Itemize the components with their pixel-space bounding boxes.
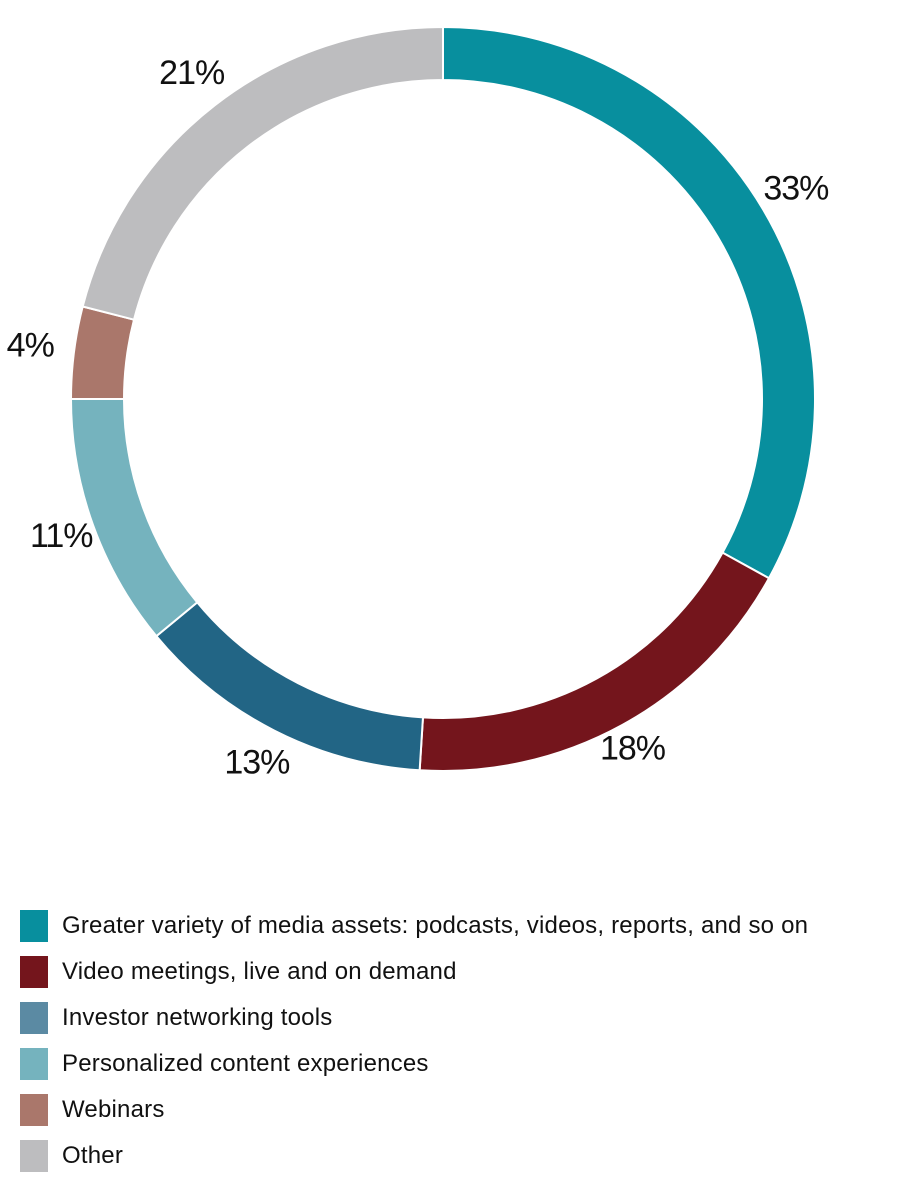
slice-value-label: 33% bbox=[763, 169, 829, 207]
legend-label: Greater variety of media assets: podcast… bbox=[62, 912, 809, 939]
legend-swatch bbox=[20, 956, 48, 988]
donut-value-labels: 33% 18% 13% 11% 4% 21% bbox=[7, 54, 831, 781]
slice-value-label: 18% bbox=[600, 729, 666, 767]
donut-slice bbox=[69, 305, 136, 400]
legend-swatch bbox=[20, 910, 48, 942]
donut-slice bbox=[81, 25, 444, 321]
chart-legend: Greater variety of media assets: podcast… bbox=[20, 903, 890, 1179]
donut-slice bbox=[418, 551, 771, 772]
slice-value-label: 21% bbox=[159, 54, 225, 92]
legend-item: Video meetings, live and on demand bbox=[20, 949, 890, 995]
legend-swatch bbox=[20, 1094, 48, 1126]
legend-label: Webinars bbox=[62, 1096, 165, 1123]
donut-slices bbox=[69, 25, 816, 772]
legend-swatch bbox=[20, 1048, 48, 1080]
donut-slice bbox=[442, 25, 816, 580]
legend-item: Greater variety of media assets: podcast… bbox=[20, 903, 890, 949]
legend-label: Video meetings, live and on demand bbox=[62, 958, 457, 985]
legend-swatch bbox=[20, 1002, 48, 1034]
legend-label: Personalized content experiences bbox=[62, 1050, 429, 1077]
legend-swatch bbox=[20, 1140, 48, 1172]
slice-value-label: 4% bbox=[7, 327, 55, 365]
legend-item: Other bbox=[20, 1133, 890, 1179]
slice-value-label: 13% bbox=[224, 743, 290, 781]
legend-item: Investor networking tools bbox=[20, 995, 890, 1041]
legend-label: Other bbox=[62, 1142, 124, 1169]
donut-slice bbox=[154, 600, 425, 772]
donut-chart: 33% 18% 13% 11% 4% 21% bbox=[7, 25, 831, 781]
legend-label: Investor networking tools bbox=[62, 1004, 333, 1031]
legend-item: Webinars bbox=[20, 1087, 890, 1133]
slice-value-label: 11% bbox=[30, 517, 93, 555]
legend-item: Personalized content experiences bbox=[20, 1041, 890, 1087]
